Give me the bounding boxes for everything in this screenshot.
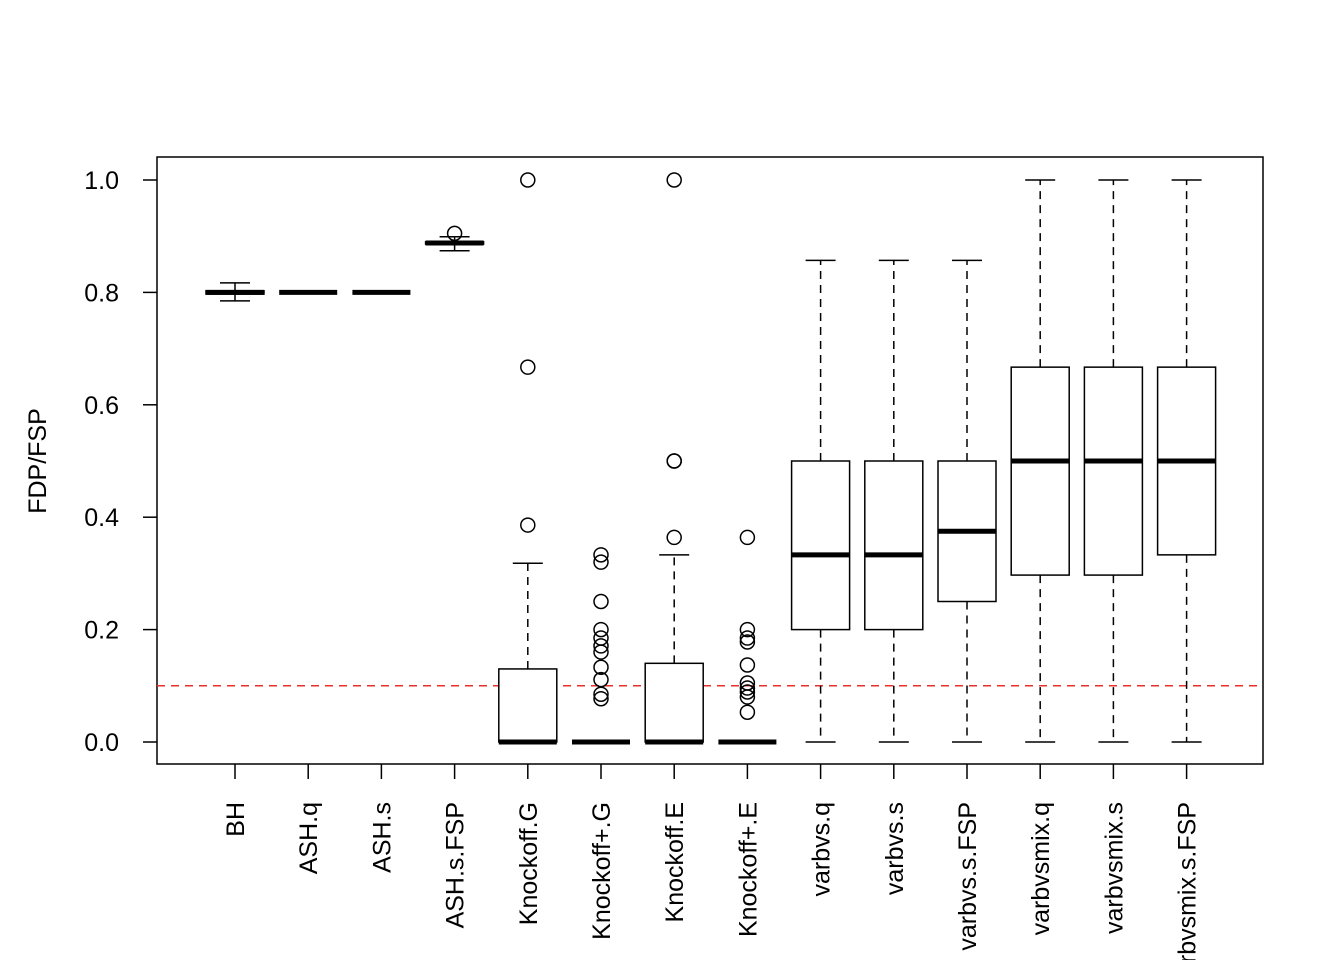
- y-tick-label: 0.4: [84, 504, 119, 532]
- outlier-point: [666, 529, 682, 546]
- x-axis: BH ASH.q ASH.s ASH.s.FSP Knockoff.G Knockoff+…: [222, 764, 1202, 960]
- outlier-point: [593, 686, 609, 702]
- outlier-point: [593, 638, 609, 654]
- x-tick-label: varbvs.q: [808, 802, 836, 896]
- box-iqr: [790, 460, 851, 631]
- box-ASH.s.FSP: [424, 225, 485, 252]
- x-tick-label: varbvsmix.q: [1027, 802, 1055, 935]
- box-Knockoff.G: [498, 172, 558, 745]
- box-varbvsmix.q: [1010, 179, 1070, 743]
- outlier-point: [739, 621, 756, 638]
- y-tick-label: 1.0: [84, 167, 119, 195]
- box-varbvsmix.s.FSP: [1156, 179, 1217, 743]
- outlier-point: [666, 172, 682, 188]
- x-tick-label: Knockoff+.G: [588, 802, 616, 940]
- outlier-point: [739, 529, 756, 546]
- x-tick-label: varbvs.s.FSP: [954, 802, 982, 951]
- y-tick-label: 0.0: [84, 729, 119, 757]
- box-varbvs.s: [864, 259, 924, 743]
- x-tick-label: varbvsmix.s.FSP: [1174, 802, 1202, 960]
- outlier-point: [739, 680, 756, 696]
- box-Knockoff+.G: [572, 547, 630, 745]
- x-tick-label: Knockoff.G: [515, 802, 543, 925]
- x-tick-label: varbvsmix.s: [1100, 802, 1128, 934]
- outlier-point: [739, 684, 756, 700]
- box-iqr: [864, 460, 924, 631]
- box-varbvsmix.s: [1083, 179, 1144, 743]
- y-axis: 0.0 0.2 0.4 0.6 0.8 1.0: [84, 167, 157, 757]
- x-tick-label: BH: [222, 802, 250, 837]
- outlier-point: [593, 690, 609, 707]
- outlier-point: [593, 630, 609, 646]
- outlier-point: [520, 359, 536, 375]
- x-tick-label: Knockoff.E: [661, 802, 689, 922]
- outlier-point: [593, 554, 609, 570]
- outlier-point: [666, 453, 682, 469]
- outlier-point: [739, 689, 756, 705]
- box-BH: [205, 282, 265, 302]
- outlier-point: [593, 621, 609, 638]
- box-Knockoff.E: [644, 172, 704, 745]
- outlier-point: [739, 630, 756, 646]
- y-tick-label: 0.6: [84, 392, 119, 420]
- outlier-point: [593, 593, 609, 610]
- box-iqr: [1010, 366, 1070, 576]
- y-tick-label: 0.8: [84, 279, 119, 307]
- y-axis-label: FDP/FSP: [24, 408, 52, 514]
- box-iqr: [1083, 366, 1144, 576]
- plot-frame: [156, 156, 1264, 765]
- outlier-point: [593, 644, 609, 660]
- outlier-point: [593, 547, 609, 563]
- x-tick-label: ASH.s.FSP: [442, 802, 470, 928]
- y-tick-label: 0.2: [84, 617, 119, 645]
- x-tick-label: Knockoff+.E: [734, 802, 762, 937]
- box-iqr: [644, 662, 704, 743]
- box-varbvs.s.FSP: [937, 259, 997, 743]
- outlier-point: [739, 634, 756, 650]
- outlier-point: [593, 659, 609, 676]
- box-iqr: [498, 668, 558, 743]
- box-varbvs.q: [790, 259, 851, 743]
- outlier-point: [520, 517, 536, 533]
- outlier-point: [446, 225, 463, 242]
- outlier-point: [520, 172, 536, 188]
- x-tick-label: varbvs.s: [881, 802, 909, 895]
- box-Knockoff+.E: [718, 529, 777, 745]
- x-tick-label: ASH.s: [368, 802, 396, 873]
- outlier-point: [739, 657, 756, 673]
- x-tick-label: ASH.q: [295, 802, 323, 874]
- outlier-point: [739, 704, 756, 720]
- boxes: [205, 172, 1217, 745]
